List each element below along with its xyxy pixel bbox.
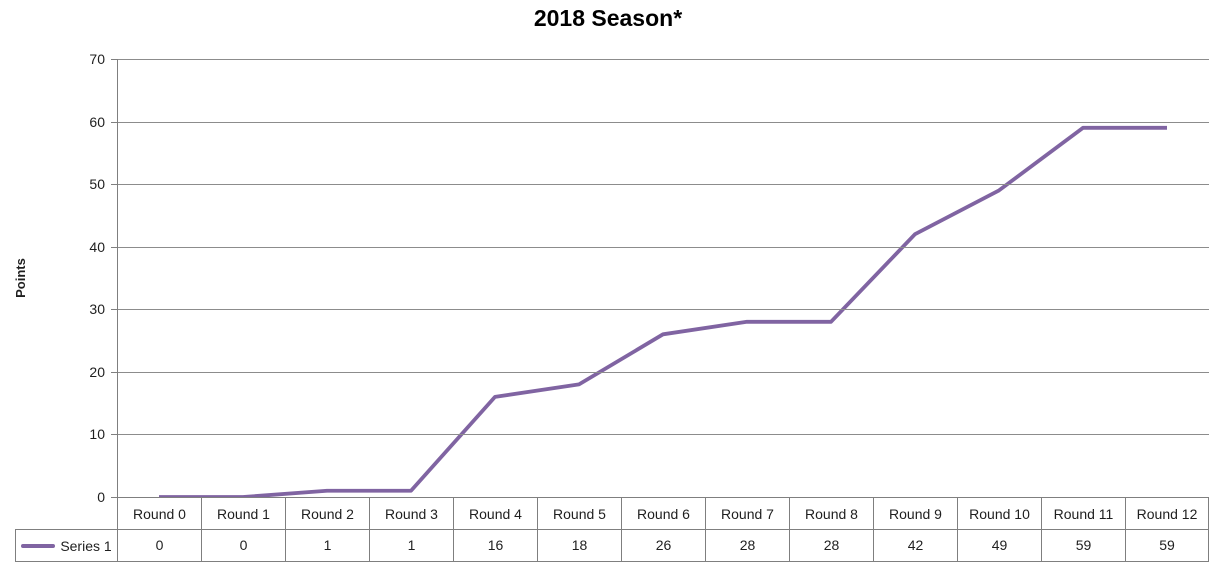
y-axis-tick-label: 60	[89, 113, 105, 130]
table-value-cell: 0	[201, 529, 285, 562]
chart-title[interactable]: 2018 Season*	[533, 5, 683, 31]
table-value-cell: 16	[453, 529, 537, 562]
y-axis-tick-label: 70	[89, 51, 105, 67]
series-line[interactable]	[159, 125, 1167, 499]
table-value-cell: 42	[873, 529, 957, 562]
table-value-cell: 59	[1041, 529, 1125, 562]
y-axis-tick	[111, 246, 117, 248]
table-value-cell: 18	[537, 529, 621, 562]
table-value-cell: 49	[957, 529, 1041, 562]
table-header-cell: Round 5	[537, 497, 621, 530]
y-axis-tick	[111, 371, 117, 373]
plot-area[interactable]	[117, 59, 1209, 499]
y-axis-tick	[111, 434, 117, 436]
table-header-cell: Round 8	[789, 497, 873, 530]
series-line-svg	[159, 125, 1167, 499]
table-header-cell: Round 4	[453, 497, 537, 530]
series-name-label: Series 1	[60, 537, 112, 554]
y-axis-tick-label: 10	[89, 426, 105, 443]
table-header-cell: Round 3	[369, 497, 453, 530]
data-table-value-row: Series 1 0 0 1 1 16 18 26 28 28 42 49 59 59	[15, 529, 1209, 562]
table-value-cell: 28	[789, 529, 873, 562]
table-value-cell: 1	[369, 529, 453, 562]
gridline	[117, 371, 1209, 373]
gridline	[117, 246, 1209, 248]
table-header-cell: Round 1	[201, 497, 285, 530]
gridline	[117, 184, 1209, 186]
y-axis-tick	[111, 184, 117, 186]
y-axis-tick	[111, 309, 117, 311]
table-header-cell: Round 7	[705, 497, 789, 530]
y-axis-line	[117, 59, 118, 497]
table-value-cell: 26	[621, 529, 705, 562]
table-header-cell: Round 0	[117, 497, 201, 530]
y-axis-label: Points	[13, 258, 28, 298]
y-axis-tick-label: 40	[89, 238, 105, 255]
y-axis-tick	[111, 59, 117, 60]
gridline	[117, 434, 1209, 436]
y-axis-tick-label: 20	[89, 363, 105, 380]
gridline	[117, 121, 1209, 123]
table-header-cell: Round 2	[285, 497, 369, 530]
y-axis-tick	[111, 497, 117, 498]
table-header-cell: Round 12	[1125, 497, 1209, 530]
table-header-cell: Round 10	[957, 497, 1041, 530]
table-header-cell: Round 9	[873, 497, 957, 530]
table-value-cell: 1	[285, 529, 369, 562]
data-table-header-row: Round 0 Round 1 Round 2 Round 3 Round 4 Round…	[117, 497, 1209, 530]
y-axis-tick-label: 30	[89, 301, 105, 318]
y-axis-tick-label: 50	[89, 176, 105, 193]
table-value-cell: 28	[705, 529, 789, 562]
y-axis-tick	[111, 121, 117, 123]
table-header-cell: Round 11	[1041, 497, 1125, 530]
legend-cell: Series 1	[15, 529, 117, 562]
gridline	[117, 59, 1209, 60]
gridline	[117, 309, 1209, 311]
table-value-cell: 0	[117, 529, 201, 562]
series-legend-line-icon	[21, 543, 56, 548]
table-header-cell: Round 6	[621, 497, 705, 530]
y-axis-tick-label: 0	[97, 489, 105, 505]
table-value-cell: 59	[1125, 529, 1209, 562]
